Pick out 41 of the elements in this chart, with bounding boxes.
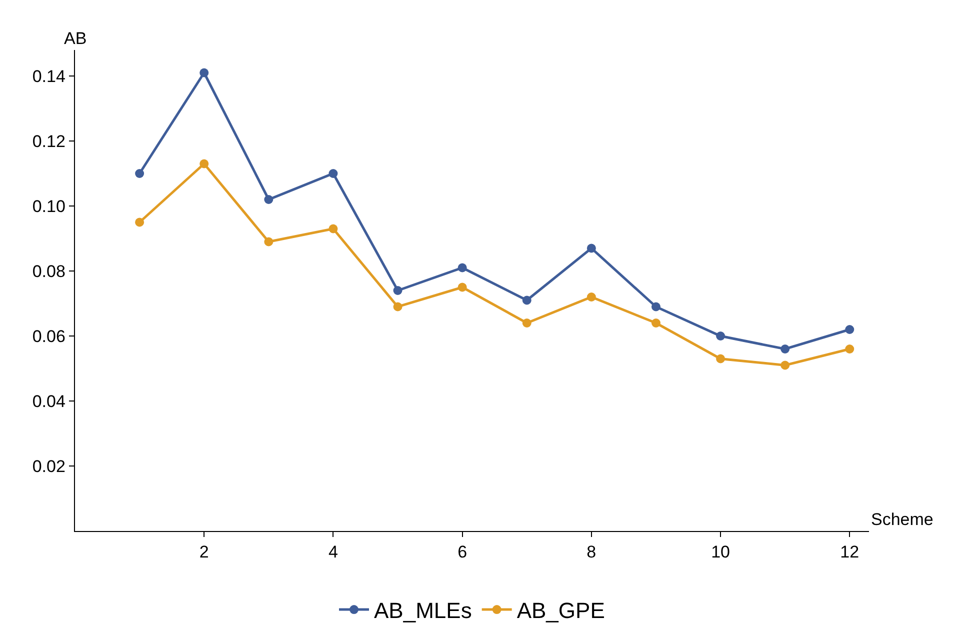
- point: [845, 344, 854, 354]
- point: [328, 224, 338, 234]
- y-tick-label: 0.14: [32, 66, 66, 86]
- y-tick-label: 0.12: [32, 132, 66, 151]
- x-axis-title: Scheme: [871, 510, 934, 529]
- point: [135, 169, 144, 178]
- point: [586, 292, 596, 302]
- legend-label: AB_GPE: [516, 598, 605, 624]
- y-tick-label: 0.04: [32, 392, 66, 411]
- y-tick-label: 0.02: [32, 456, 66, 476]
- point: [264, 195, 274, 204]
- x-tick-label: 12: [840, 542, 860, 562]
- point: [845, 325, 854, 334]
- point: [393, 286, 402, 295]
- point: [651, 302, 660, 312]
- point: [328, 169, 338, 178]
- legend-label: AB_MLEs: [374, 598, 472, 624]
- x-tick-label: 6: [458, 542, 468, 562]
- y-tick-label: 0.08: [32, 262, 66, 281]
- x-tick-label: 8: [586, 542, 596, 562]
- point: [522, 318, 532, 328]
- point: [200, 159, 209, 168]
- point: [200, 68, 209, 78]
- point: [522, 296, 532, 305]
- point: [780, 360, 790, 370]
- point: [458, 282, 467, 292]
- point: [586, 244, 596, 253]
- point: [393, 302, 402, 312]
- point: [458, 263, 467, 272]
- point: [264, 237, 274, 246]
- x-tick-label: 2: [199, 542, 209, 562]
- point: [135, 218, 144, 227]
- y-tick-label: 0.10: [32, 196, 66, 216]
- y-axis-title: AB: [64, 29, 87, 48]
- point: [780, 344, 790, 354]
- point: [716, 332, 726, 340]
- point: [716, 354, 726, 364]
- x-tick-label: 10: [711, 542, 730, 562]
- y-tick-label: 0.06: [32, 326, 66, 346]
- point: [651, 318, 660, 328]
- x-tick-label: 4: [328, 542, 338, 562]
